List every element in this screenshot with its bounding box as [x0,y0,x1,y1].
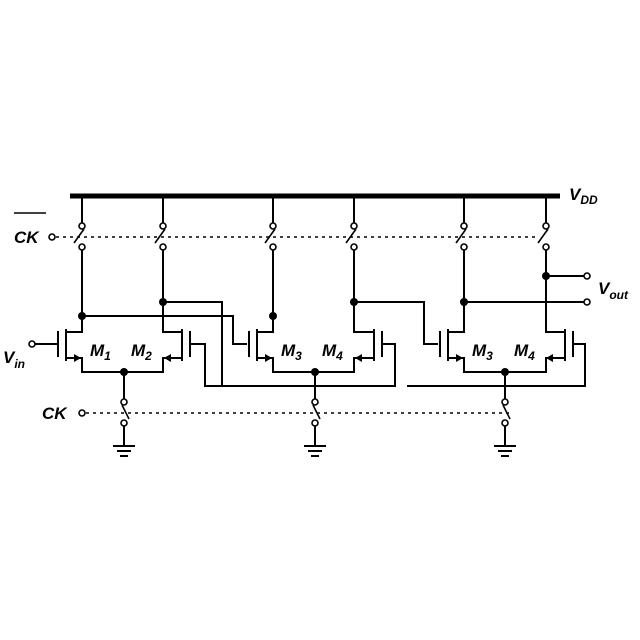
interconnect-stage1-2 [81,301,396,387]
vdd-label: VDD [569,185,598,207]
stage-1 [28,298,206,457]
m1-label: M1 [90,341,111,363]
ground-icon [113,445,135,457]
transistor-m2 [162,329,206,387]
transistor-m3-b [439,329,465,373]
m3-label-b: M3 [472,341,493,363]
m4-label-a: M4 [322,341,343,363]
transistor-m3-a [248,329,274,373]
vin-label: Vin [3,348,25,371]
m2-label: M2 [131,341,152,363]
transistor-m4-a [353,329,383,373]
interconnect-stage2-3 [272,301,586,387]
top-switch-5 [455,195,468,333]
stage-3 [439,272,574,457]
ground-icon [494,445,516,457]
top-switches [73,195,550,333]
top-switch-4 [345,195,358,333]
ground-icon [304,445,326,457]
ckbar-label: CK [14,228,40,247]
m4-label-b: M4 [514,341,535,363]
ck-terminal [78,409,86,417]
top-switch-3 [264,195,277,333]
m3-label-a: M3 [281,341,302,363]
top-switch-1 [73,195,86,317]
ckbar-terminal [48,233,56,241]
transistor-m1 [28,315,83,373]
transistor-m4-b [545,329,574,373]
vout-wiring [463,272,591,306]
stage-2 [248,298,383,457]
ck-label: CK [42,404,68,423]
interconnect-stage2-3b [272,301,355,317]
top-switch-6 [537,195,550,333]
vout-label: Vout [598,279,629,302]
top-switch-2 [154,195,167,333]
